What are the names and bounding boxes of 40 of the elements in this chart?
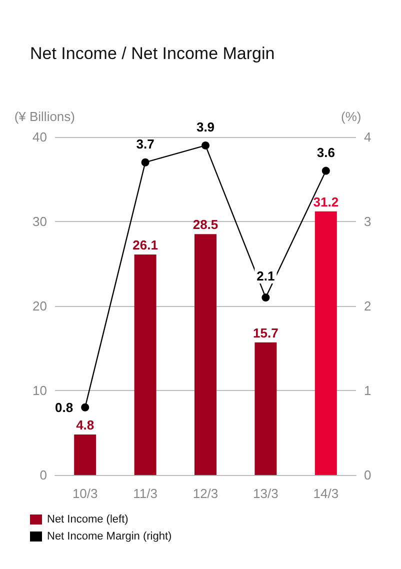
y2-axis-title: (%) (341, 109, 362, 124)
bar (74, 434, 96, 475)
data-label: 3.6 (316, 144, 335, 160)
bar (314, 211, 337, 475)
y-tick-label: 10 (32, 383, 47, 398)
x-tick-label: 12/3 (192, 486, 218, 501)
x-tick-label: 14/3 (313, 486, 339, 501)
x-tick-label: 13/3 (253, 486, 278, 501)
y2-tick-label: 4 (364, 130, 372, 144)
data-label: 31.2 (313, 194, 339, 210)
x-tick-label: 10/3 (72, 486, 98, 501)
y-tick-label: 30 (32, 214, 47, 229)
y2-tick-label: 3 (364, 214, 372, 229)
data-label: 15.7 (253, 325, 278, 340)
point (262, 294, 270, 302)
y2-tick-label: 0 (364, 468, 372, 482)
data-label: 3.9 (196, 119, 215, 134)
data-label: 2.1 (256, 268, 275, 284)
data-label: 28.5 (192, 217, 218, 232)
data-label: 26.1 (132, 237, 158, 252)
y-tick-label: 20 (32, 298, 47, 314)
point (81, 403, 90, 412)
bar (254, 342, 277, 475)
y-tick-label: 40 (32, 130, 47, 144)
point (202, 141, 210, 150)
chart-title: Net Income / Net Income Margin (30, 44, 275, 63)
data-label: 4.8 (76, 417, 94, 432)
x-tick-label: 11/3 (133, 486, 158, 501)
bar (134, 254, 156, 475)
data-label: 3.7 (136, 136, 154, 152)
y-tick-label: 0 (40, 468, 47, 482)
data-label: 0.8 (55, 400, 74, 415)
legend-label: Net Income Margin (right) (47, 530, 172, 542)
point (141, 158, 150, 166)
bar (194, 234, 216, 475)
y-axis-title: (¥ Billions) (14, 109, 75, 124)
y2-tick-label: 2 (364, 298, 372, 314)
point (322, 166, 330, 175)
legend-label: Net Income (left) (47, 514, 128, 526)
y2-tick-label: 1 (364, 383, 372, 398)
